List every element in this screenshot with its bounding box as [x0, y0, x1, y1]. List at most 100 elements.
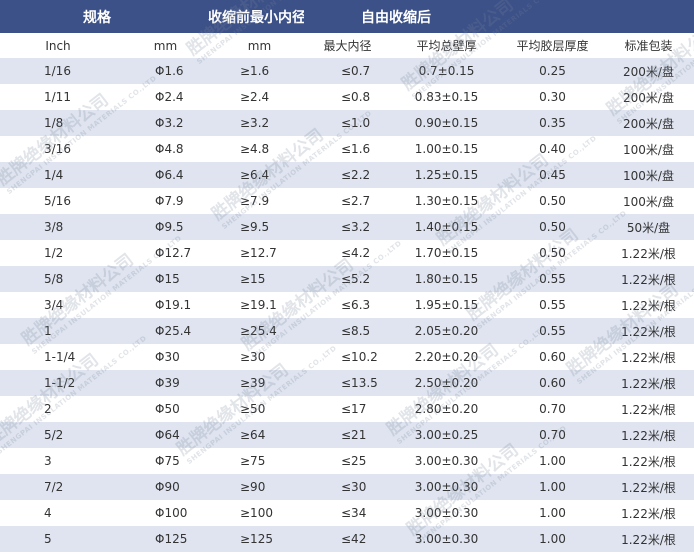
- table-row: 1-1/4 Φ30 ≥30 ≤10.2 2.20±0.20 0.60 1.22米/根: [0, 344, 694, 370]
- table-row: 7/2 Φ90 ≥90 ≤30 3.00±0.30 1.00 1.22米/根: [0, 474, 694, 500]
- cell-package: 1.22米/根: [603, 240, 694, 266]
- table-row: 1/11 Φ2.4 ≥2.4 ≤0.8 0.83±0.15 0.30 200米/盘: [0, 84, 694, 110]
- cell-package: 1.22米/根: [603, 500, 694, 526]
- cell-max-id: ≤4.2: [304, 240, 391, 266]
- cell-mm: Φ125: [116, 526, 215, 552]
- cell-mm: Φ6.4: [116, 162, 215, 188]
- cell-min-id: ≥1.6: [215, 58, 304, 84]
- cell-package: 50米/盘: [603, 214, 694, 240]
- cell-package: 1.22米/根: [603, 474, 694, 500]
- cell-inch: 3/8: [0, 214, 116, 240]
- header-after-shrink: 自由收缩后: [304, 0, 694, 33]
- cell-package: 200米/盘: [603, 58, 694, 84]
- cell-package: 200米/盘: [603, 84, 694, 110]
- cell-adhesive: 0.55: [502, 292, 603, 318]
- cell-min-id: ≥9.5: [215, 214, 304, 240]
- cell-inch: 3/4: [0, 292, 116, 318]
- table-row: 1 Φ25.4 ≥25.4 ≤8.5 2.05±0.20 0.55 1.22米/根: [0, 318, 694, 344]
- cell-inch: 1/2: [0, 240, 116, 266]
- cell-inch: 1/4: [0, 162, 116, 188]
- cell-mm: Φ100: [116, 500, 215, 526]
- subheader-package: 标准包装: [603, 33, 694, 58]
- cell-min-id: ≥19.1: [215, 292, 304, 318]
- subheader-mm: mm: [116, 33, 215, 58]
- table-row: 5 Φ125 ≥125 ≤42 3.00±0.30 1.00 1.22米/根: [0, 526, 694, 552]
- cell-min-id: ≥100: [215, 500, 304, 526]
- cell-wall: 1.00±0.15: [391, 136, 502, 162]
- cell-package: 200米/盘: [603, 110, 694, 136]
- cell-mm: Φ39: [116, 370, 215, 396]
- cell-wall: 1.25±0.15: [391, 162, 502, 188]
- cell-wall: 1.95±0.15: [391, 292, 502, 318]
- cell-max-id: ≤13.5: [304, 370, 391, 396]
- subheader-mm-min: mm: [215, 33, 304, 58]
- cell-adhesive: 0.35: [502, 110, 603, 136]
- cell-max-id: ≤34: [304, 500, 391, 526]
- cell-mm: Φ90: [116, 474, 215, 500]
- cell-adhesive: 0.45: [502, 162, 603, 188]
- cell-inch: 1-1/2: [0, 370, 116, 396]
- cell-inch: 3/16: [0, 136, 116, 162]
- cell-mm: Φ4.8: [116, 136, 215, 162]
- cell-wall: 0.7±0.15: [391, 58, 502, 84]
- cell-min-id: ≥39: [215, 370, 304, 396]
- table-row: 1-1/2 Φ39 ≥39 ≤13.5 2.50±0.20 0.60 1.22米/根: [0, 370, 694, 396]
- cell-wall: 3.00±0.30: [391, 500, 502, 526]
- cell-mm: Φ7.9: [116, 188, 215, 214]
- cell-mm: Φ30: [116, 344, 215, 370]
- cell-mm: Φ50: [116, 396, 215, 422]
- header-spec: 规格: [0, 0, 116, 33]
- cell-max-id: ≤6.3: [304, 292, 391, 318]
- cell-inch: 3: [0, 448, 116, 474]
- cell-inch: 5/2: [0, 422, 116, 448]
- cell-max-id: ≤8.5: [304, 318, 391, 344]
- cell-mm: Φ25.4: [116, 318, 215, 344]
- cell-package: 1.22米/根: [603, 422, 694, 448]
- cell-inch: 5: [0, 526, 116, 552]
- table-row: 3/4 Φ19.1 ≥19.1 ≤6.3 1.95±0.15 0.55 1.22米/根: [0, 292, 694, 318]
- cell-package: 1.22米/根: [603, 526, 694, 552]
- cell-min-id: ≥7.9: [215, 188, 304, 214]
- cell-max-id: ≤17: [304, 396, 391, 422]
- cell-min-id: ≥64: [215, 422, 304, 448]
- table-row: 5/2 Φ64 ≥64 ≤21 3.00±0.25 0.70 1.22米/根: [0, 422, 694, 448]
- cell-min-id: ≥30: [215, 344, 304, 370]
- cell-inch: 7/2: [0, 474, 116, 500]
- cell-min-id: ≥4.8: [215, 136, 304, 162]
- cell-max-id: ≤1.6: [304, 136, 391, 162]
- cell-max-id: ≤21: [304, 422, 391, 448]
- cell-mm: Φ19.1: [116, 292, 215, 318]
- cell-max-id: ≤2.7: [304, 188, 391, 214]
- cell-package: 1.22米/根: [603, 448, 694, 474]
- cell-package: 1.22米/根: [603, 266, 694, 292]
- cell-inch: 5/16: [0, 188, 116, 214]
- cell-wall: 2.80±0.20: [391, 396, 502, 422]
- cell-adhesive: 1.00: [502, 500, 603, 526]
- cell-inch: 1/11: [0, 84, 116, 110]
- cell-wall: 3.00±0.25: [391, 422, 502, 448]
- cell-min-id: ≥50: [215, 396, 304, 422]
- cell-wall: 1.80±0.15: [391, 266, 502, 292]
- cell-wall: 1.70±0.15: [391, 240, 502, 266]
- cell-max-id: ≤10.2: [304, 344, 391, 370]
- cell-mm: Φ15: [116, 266, 215, 292]
- subheader-row: Inch mm mm 最大内径 平均总壁厚 平均胶层厚度 标准包装: [0, 33, 694, 58]
- table-row: 5/16 Φ7.9 ≥7.9 ≤2.7 1.30±0.15 0.50 100米/盘: [0, 188, 694, 214]
- cell-min-id: ≥2.4: [215, 84, 304, 110]
- header-row: 规格 收缩前最小内径 自由收缩后: [0, 0, 694, 33]
- cell-adhesive: 0.50: [502, 214, 603, 240]
- cell-adhesive: 0.60: [502, 344, 603, 370]
- cell-adhesive: 0.70: [502, 396, 603, 422]
- cell-adhesive: 0.40: [502, 136, 603, 162]
- cell-mm: Φ75: [116, 448, 215, 474]
- cell-mm: Φ1.6: [116, 58, 215, 84]
- cell-mm: Φ12.7: [116, 240, 215, 266]
- cell-max-id: ≤1.0: [304, 110, 391, 136]
- table-row: 4 Φ100 ≥100 ≤34 3.00±0.30 1.00 1.22米/根: [0, 500, 694, 526]
- cell-max-id: ≤0.7: [304, 58, 391, 84]
- cell-min-id: ≥75: [215, 448, 304, 474]
- cell-adhesive: 0.55: [502, 266, 603, 292]
- cell-max-id: ≤42: [304, 526, 391, 552]
- table-row: 3/8 Φ9.5 ≥9.5 ≤3.2 1.40±0.15 0.50 50米/盘: [0, 214, 694, 240]
